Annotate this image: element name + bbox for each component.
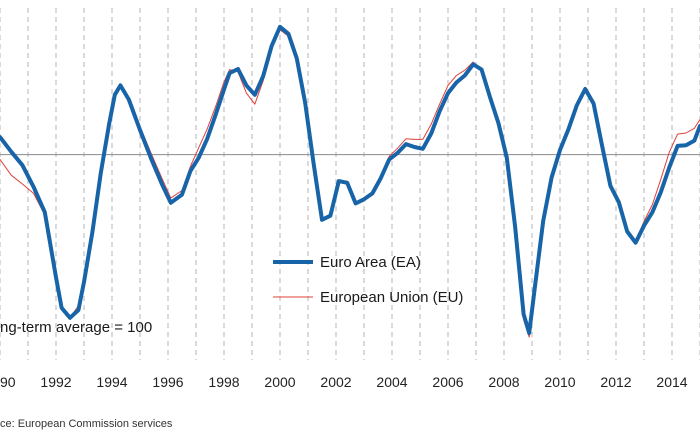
x-tick-label-2000: 2000 [264, 374, 295, 390]
x-tick-label-2014: 2014 [656, 374, 687, 390]
x-tick-label-1992: 1992 [40, 374, 71, 390]
x-tick-label-2002: 2002 [320, 374, 351, 390]
x-tick-label-1990: 1990 [0, 374, 16, 390]
legend-label-euro-area: Euro Area (EA) [320, 254, 421, 271]
series-layer [0, 24, 700, 338]
x-tick-label-2008: 2008 [488, 374, 519, 390]
x-tick-label-2004: 2004 [376, 374, 407, 390]
x-tick-label-1996: 1996 [152, 374, 183, 390]
x-axis-tick-labels: 1990 1992 1994 1996 1998 2000 2002 2004 2006 2008… [0, 374, 688, 390]
x-tick-label-2010: 2010 [544, 374, 575, 390]
source-note: ce: European Commission services [0, 418, 173, 430]
series-line-euro-area [0, 24, 700, 335]
x-tick-label-1998: 1998 [208, 374, 239, 390]
x-tick-label-1994: 1994 [96, 374, 127, 390]
x-tick-label-2006: 2006 [432, 374, 463, 390]
vertical-gridlines [0, 8, 700, 360]
x-tick-label-2012: 2012 [600, 374, 631, 390]
legend-label-european-union: European Union (EU) [320, 289, 463, 306]
long-term-average-note: ng-term average = 100 [0, 319, 152, 336]
legend: Euro Area (EA) European Union (EU) [273, 254, 463, 306]
